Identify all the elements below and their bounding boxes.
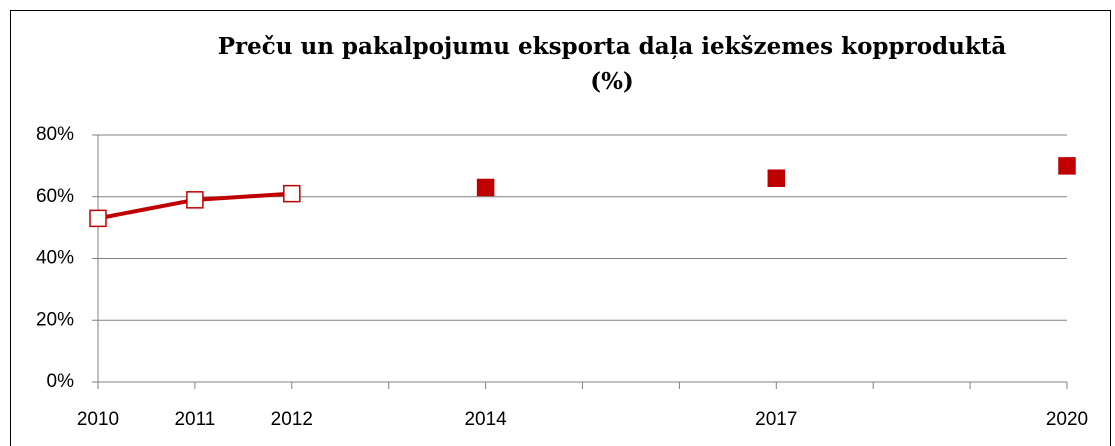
x-tick-label: 2014 xyxy=(464,409,507,430)
chart-border xyxy=(10,10,1111,446)
y-tick-label: 0% xyxy=(47,371,75,392)
y-tick-label: 80% xyxy=(36,124,74,145)
y-tick-label: 40% xyxy=(36,248,74,269)
point-marker xyxy=(767,169,786,187)
x-tick-label: 2011 xyxy=(174,409,215,430)
x-tick-label: 2020 xyxy=(1046,409,1088,430)
y-tick-label: 60% xyxy=(36,186,74,207)
point-marker xyxy=(89,209,107,228)
x-tick-label: 2010 xyxy=(77,409,119,430)
point-marker xyxy=(283,184,301,203)
point-marker xyxy=(476,178,495,197)
point-marker xyxy=(186,191,204,209)
point-marker xyxy=(1058,157,1076,175)
x-tick-label: 2012 xyxy=(271,409,313,430)
y-tick-label: 20% xyxy=(36,309,74,330)
chart-title: (%) xyxy=(590,68,634,95)
x-tick-label: 2017 xyxy=(755,409,797,430)
chart-title: Preču un pakalpojumu eksporta daļa iekšz… xyxy=(218,33,1007,60)
